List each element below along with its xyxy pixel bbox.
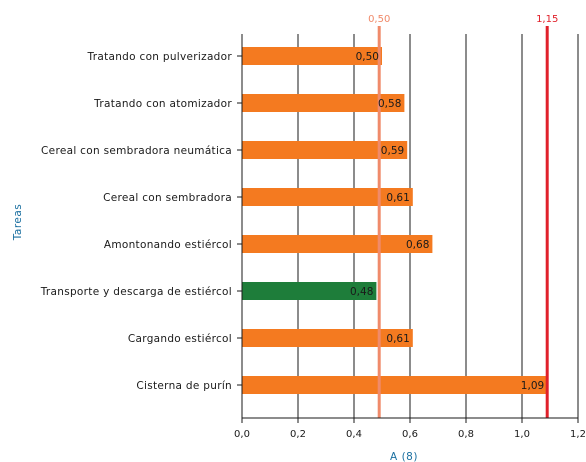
x-axis-title: A (8) [390,451,418,462]
value-label: 0,48 [350,286,373,298]
value-label: 0,61 [386,192,409,204]
axes: 0,0 0,2 0,4 0,6 0,8 1,0 1,2 [234,34,586,440]
bar [242,282,377,300]
category-label: Tratando con atomizador [93,98,232,110]
bars [242,47,548,394]
category-label: Cereal con sembradora [103,192,232,204]
category-label: Tratando con pulverizador [87,51,233,63]
bar [242,47,382,65]
x-tick-label: 0,6 [402,429,418,440]
labels: Tratando con pulverizador 0,50 Tratando co… [40,51,544,392]
value-label: 0,68 [406,239,429,251]
bar [242,94,405,112]
reference-line-label: 1,15 [536,14,558,25]
category-label: Amontonando estiércol [104,239,232,251]
x-tick-label: 0,8 [458,429,474,440]
grid-lines [297,34,579,418]
x-tick-label: 0,4 [346,429,362,440]
x-tick-label: 1,2 [570,429,586,440]
bar [242,376,548,394]
x-tick-label: 1,0 [514,429,530,440]
y-axis-title: Tareas [12,204,24,242]
value-label: 0,59 [381,145,404,157]
category-label: Cereal con sembradora neumática [41,145,232,157]
category-label: Cargando estiércol [128,333,232,345]
reference-line-label: 0,50 [368,14,390,25]
category-label: Cisterna de purín [136,380,232,392]
x-tick-label: 0,0 [234,429,250,440]
bar [242,141,408,159]
value-label: 0,61 [386,333,409,345]
x-tick-label: 0,2 [290,429,306,440]
bar [242,329,413,347]
bar [242,235,433,253]
category-label: Transporte y descarga de estiércol [40,286,232,298]
value-label: 0,50 [356,51,379,63]
value-label: 0,58 [378,98,401,110]
reference-lines: 0,50 1,15 [368,14,558,418]
bar [242,188,413,206]
value-label: 1,09 [521,380,544,392]
